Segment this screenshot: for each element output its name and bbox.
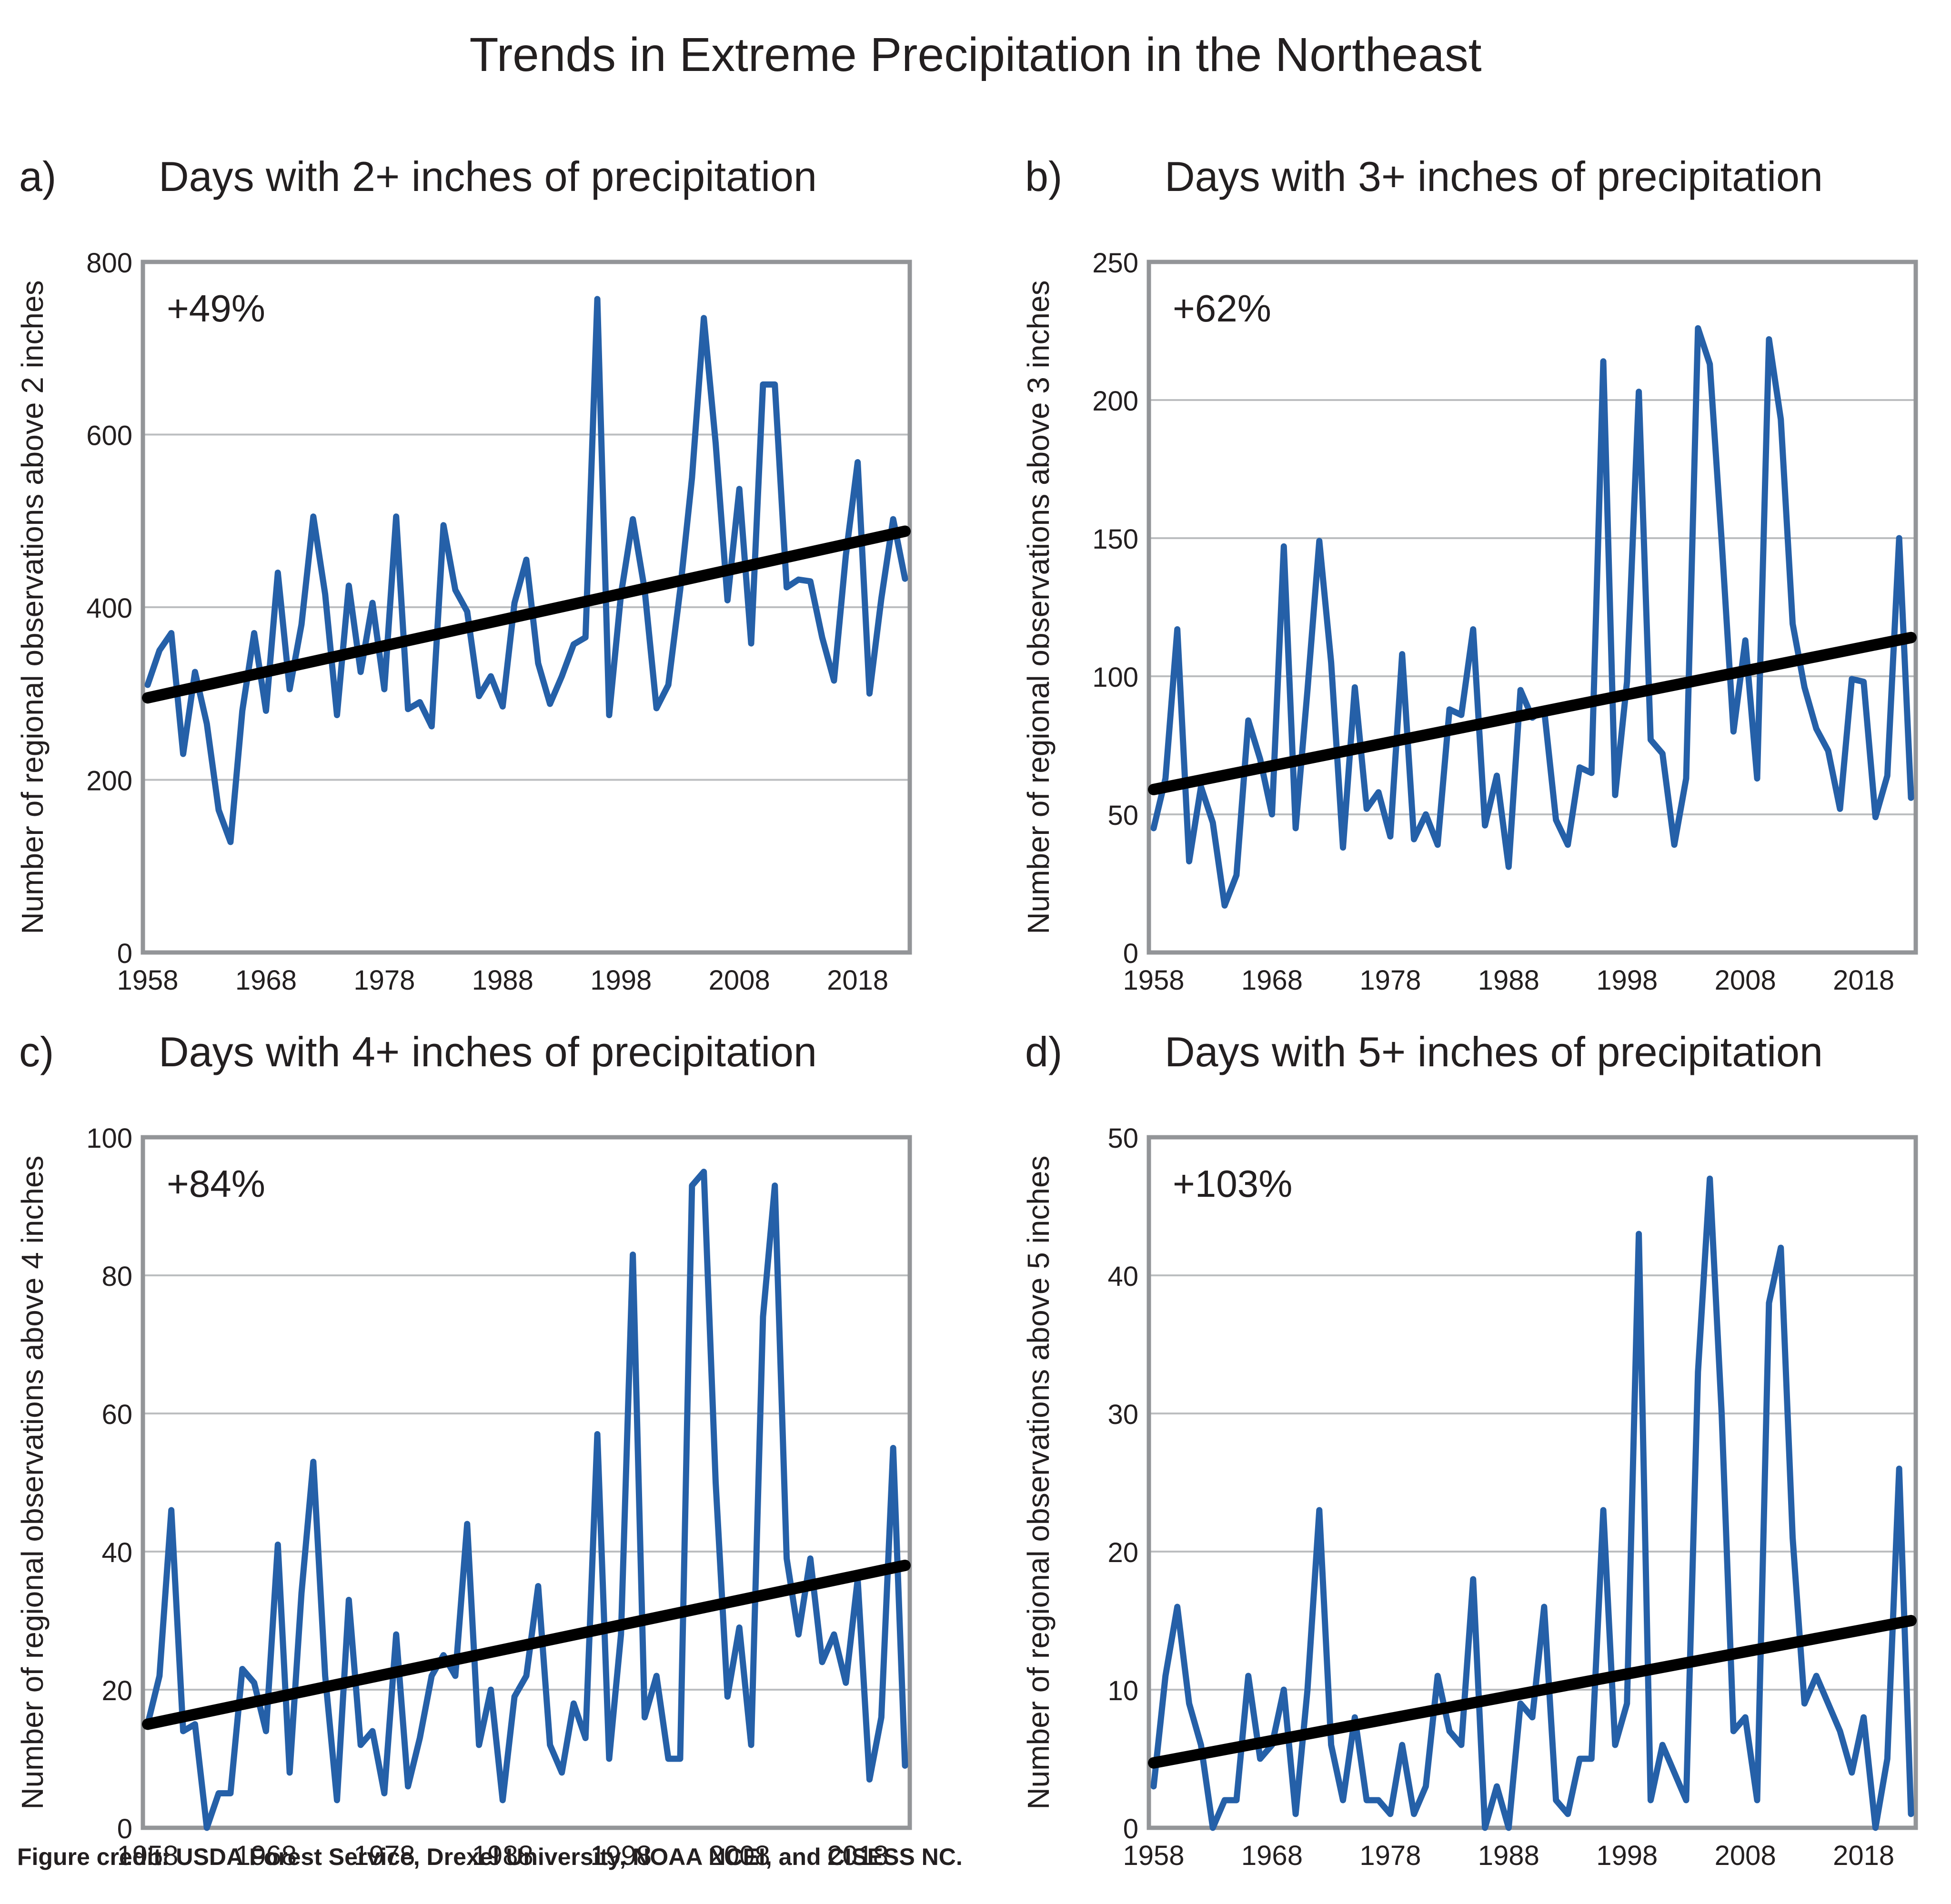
y-tick-label: 40 <box>1107 1261 1138 1292</box>
y-tick-label: 800 <box>86 248 132 279</box>
x-tick-label: 1998 <box>1596 965 1658 996</box>
y-tick-label: 600 <box>86 421 132 451</box>
y-tick-label: 20 <box>101 1675 132 1706</box>
panel-title: Days with 5+ inches of precipitation <box>1006 1028 1951 1076</box>
x-tick-label: 1978 <box>353 965 415 996</box>
trend-line <box>1154 1621 1911 1763</box>
panel-title: Days with 3+ inches of precipitation <box>1006 152 1951 201</box>
x-tick-label: 1998 <box>590 965 652 996</box>
y-tick-label: 150 <box>1092 524 1138 555</box>
panel-d: d) Days with 5+ inches of precipitation … <box>1006 1028 1951 1904</box>
series-line-observations <box>148 299 905 842</box>
y-tick-label: 250 <box>1092 248 1138 279</box>
y-tick-label: 80 <box>101 1261 132 1292</box>
plot-frame <box>1149 1137 1916 1828</box>
y-axis-title: Number of regional observations above 5 … <box>1021 1155 1056 1809</box>
y-axis-title: Number of regional observations above 3 … <box>1021 280 1056 934</box>
y-tick-label: 20 <box>1107 1537 1138 1568</box>
trend-line <box>148 531 905 698</box>
percent-change-annotation: +103% <box>1173 1162 1292 1205</box>
series-line-observations <box>1154 328 1911 905</box>
x-tick-label: 1978 <box>1359 1840 1421 1871</box>
x-tick-label: 1958 <box>117 965 178 996</box>
figure-credit: Figure credit: USDA Forest Service, Drex… <box>17 1843 963 1871</box>
panel-a: a) Days with 2+ inches of precipitation … <box>0 152 976 1029</box>
x-tick-label: 2008 <box>1715 965 1776 996</box>
x-tick-label: 1978 <box>1359 965 1421 996</box>
x-tick-label: 1988 <box>472 965 533 996</box>
y-tick-label: 40 <box>101 1537 132 1568</box>
y-tick-label: 30 <box>1107 1399 1138 1430</box>
y-tick-label: 400 <box>86 593 132 624</box>
panel-b: b) Days with 3+ inches of precipitation … <box>1006 152 1951 1029</box>
x-tick-label: 1968 <box>235 965 297 996</box>
x-tick-label: 2008 <box>1715 1840 1776 1871</box>
y-tick-label: 200 <box>86 766 132 797</box>
plot-frame <box>1149 262 1916 952</box>
x-tick-label: 2018 <box>1833 1840 1894 1871</box>
plot-frame <box>143 1137 910 1828</box>
y-axis-title: Number of regional observations above 2 … <box>15 280 50 934</box>
y-tick-label: 50 <box>1107 800 1138 831</box>
y-tick-label: 100 <box>1092 662 1138 693</box>
x-tick-label: 1958 <box>1123 1840 1184 1871</box>
figure-title: Trends in Extreme Precipitation in the N… <box>0 28 1951 82</box>
y-tick-label: 200 <box>1092 386 1138 417</box>
percent-change-annotation: +84% <box>167 1162 265 1205</box>
panel-title: Days with 4+ inches of precipitation <box>0 1028 976 1076</box>
panel-title: Days with 2+ inches of precipitation <box>0 152 976 201</box>
y-axis-title: Number of regional observations above 4 … <box>15 1155 50 1809</box>
x-tick-label: 1968 <box>1241 1840 1303 1871</box>
series-line-observations <box>148 1172 905 1828</box>
x-tick-label: 2018 <box>1833 965 1894 996</box>
x-tick-label: 1988 <box>1478 1840 1539 1871</box>
trend-line <box>1154 638 1911 790</box>
x-tick-label: 1958 <box>1123 965 1184 996</box>
x-tick-label: 1988 <box>1478 965 1539 996</box>
x-tick-label: 1998 <box>1596 1840 1658 1871</box>
panel-c: c) Days with 4+ inches of precipitation … <box>0 1028 976 1904</box>
x-tick-label: 2008 <box>709 965 770 996</box>
y-tick-label: 60 <box>101 1399 132 1430</box>
y-tick-label: 10 <box>1107 1675 1138 1706</box>
percent-change-annotation: +49% <box>167 287 265 330</box>
percent-change-annotation: +62% <box>1173 287 1271 330</box>
y-tick-label: 50 <box>1107 1123 1138 1154</box>
y-tick-label: 100 <box>86 1123 132 1154</box>
trend-line <box>148 1565 905 1724</box>
x-tick-label: 1968 <box>1241 965 1303 996</box>
x-tick-label: 2018 <box>827 965 888 996</box>
